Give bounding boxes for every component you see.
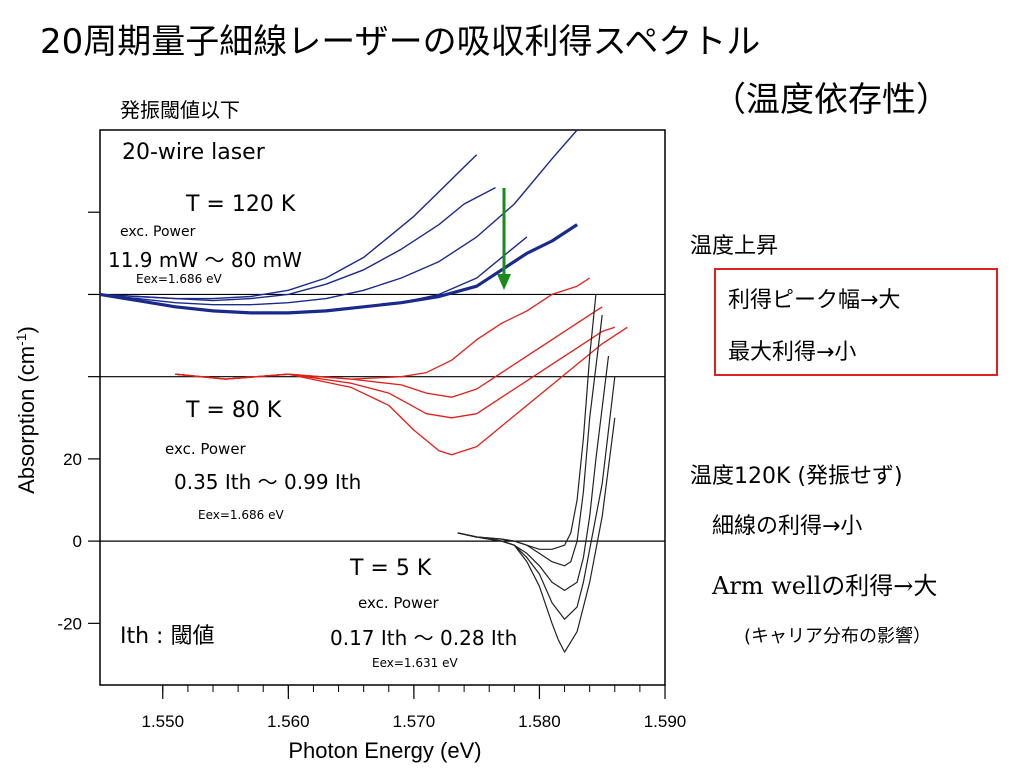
x-tick-label: 1.570 [393, 712, 436, 731]
y-tick-label: -20 [57, 614, 82, 633]
series-line-5K-13 [457, 417, 616, 653]
y-axis-label: Absorption (cm-1) [13, 326, 39, 494]
t5-power: 0.17 Ith ～ 0.28 Ith [330, 626, 518, 650]
series-line-120K-2 [99, 129, 578, 306]
y-axis-label-sup: -1 [13, 333, 29, 346]
arrow-down-icon [497, 188, 511, 290]
temp120-note: 温度120K (発振せず) [690, 464, 903, 489]
t80-eex: Eex=1.686 eV [198, 508, 284, 522]
max-gain-note: 最大利得→小 [728, 340, 857, 365]
t80-power: 0.35 Ith ～ 0.99 Ith [174, 470, 362, 494]
arm-gain-note: Arm wellの利得→大 [712, 572, 938, 600]
highlight-box [714, 268, 998, 376]
series-line-80K-7 [175, 326, 616, 419]
sample-label: 20-wire laser [122, 140, 265, 165]
t5-label: T = 5 K [350, 556, 432, 581]
carrier-note: (キャリア分布の影響） [744, 626, 932, 647]
x-tick-label: 1.550 [142, 712, 185, 731]
t120-label: T = 120 K [186, 192, 296, 217]
t120-exc-label: exc. Power [120, 224, 196, 240]
t120-power: 11.9 mW ～ 80 mW [108, 248, 302, 272]
series-line-5K-11 [457, 356, 610, 591]
series-line-5K-9 [457, 294, 597, 550]
page-subtitle: 発振閾値以下 [120, 98, 240, 122]
t5-exc-label: exc. Power [358, 594, 439, 612]
series-line-5K-10 [457, 314, 603, 567]
t80-label: T = 80 K [186, 398, 282, 423]
y-axis-label-close: ) [14, 326, 39, 333]
x-tick-label: 1.590 [644, 712, 687, 731]
peak-width-note: 利得ピーク幅→大 [728, 288, 901, 313]
x-tick-label: 1.580 [518, 712, 561, 731]
temp-rise-note: 温度上昇 [690, 234, 779, 259]
plot-frame [99, 129, 666, 686]
x-axis-label: Photon Energy (eV) [288, 738, 481, 763]
t80-exc-label: exc. Power [165, 440, 246, 458]
series-line-80K-5 [175, 277, 591, 380]
y-tick-label: 20 [63, 450, 82, 469]
y-tick-label: 0 [73, 532, 82, 551]
page-title-line2: （温度依存性） [712, 80, 950, 120]
threshold-legend: Ith : 閾値 [120, 624, 215, 649]
y-axis-label-main: Absorption (cm [14, 346, 39, 494]
series-line-120K-1 [99, 186, 496, 302]
t120-eex: Eex=1.686 eV [136, 272, 222, 286]
series-line-80K-8 [175, 326, 628, 456]
page-title: 20周期量子細線レーザーの吸収利得スペクトル [40, 22, 761, 62]
x-tick-label: 1.560 [267, 712, 310, 731]
series-line-80K-6 [175, 306, 603, 398]
wire-gain-note: 細線の利得→小 [712, 514, 863, 539]
t5-eex: Eex=1.631 eV [372, 656, 458, 670]
series-line-120K-4 [99, 223, 578, 315]
